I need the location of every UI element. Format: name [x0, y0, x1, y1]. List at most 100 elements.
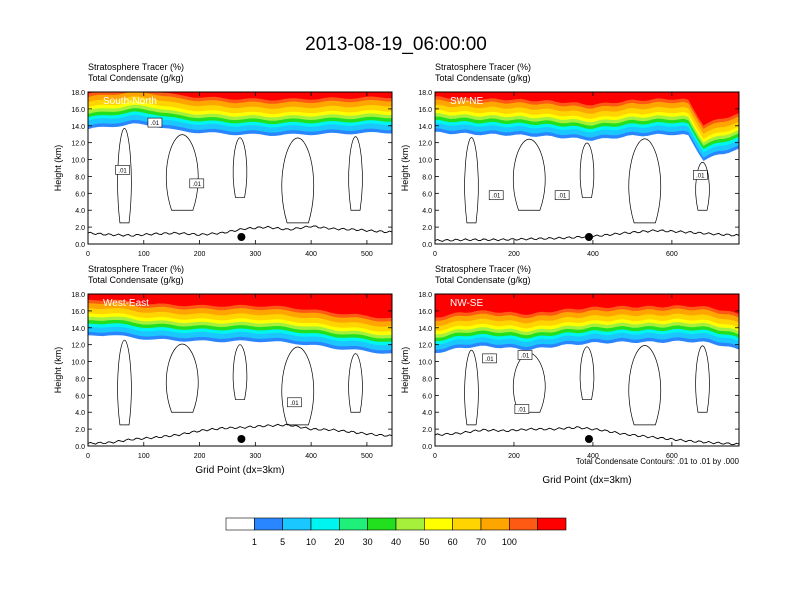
condensate-contour — [464, 137, 479, 224]
x-tick-label: 500 — [361, 453, 373, 460]
contour-label-box — [115, 165, 130, 175]
y-tick-label: 6.0 — [75, 393, 85, 400]
y-tick-label: 2.0 — [422, 225, 432, 232]
y-tick-label: 14.0 — [71, 326, 85, 333]
y-tick-label: 0.0 — [422, 242, 432, 249]
contour-label-box — [693, 170, 708, 180]
y-tick-label: 4.0 — [422, 410, 432, 417]
y-tick-label: 14.0 — [71, 124, 85, 131]
y-tick-label: 16.0 — [71, 107, 85, 114]
colorbar-label: 1 — [252, 537, 257, 547]
colorbar-swatch — [537, 517, 567, 531]
contour-label-box — [488, 190, 504, 201]
y-tick-label: 0.0 — [422, 444, 432, 451]
y-tick-label: 12.0 — [418, 343, 432, 350]
contour-label-box — [147, 117, 163, 128]
tracer-field: .01 — [88, 294, 392, 446]
x-tick-label: 100 — [138, 453, 150, 460]
y-tick-label: 2.0 — [422, 427, 432, 434]
condensate-contour — [579, 346, 595, 400]
y-tick-label: 4.0 — [75, 208, 85, 215]
condensate-contour — [117, 339, 132, 426]
condensate-contour — [232, 344, 248, 400]
contour-footnote: Total Condensate Contours: .01 to .01 by… — [576, 457, 740, 466]
x-tick-label: 300 — [249, 453, 261, 460]
location-marker — [237, 233, 246, 241]
condensate-contour — [281, 137, 315, 224]
panel-2: .01 West-East Stratosphere Tracer (%)Total… — [53, 264, 393, 476]
x-tick-label: 400 — [305, 251, 317, 258]
panel-title-line: Total Condensate (g/kg) — [88, 73, 184, 83]
x-tick-label: 300 — [249, 251, 261, 258]
x-tick-label: 600 — [666, 453, 678, 460]
y-tick-label: 6.0 — [75, 191, 85, 198]
terrain-line — [88, 423, 392, 445]
colorbar-swatch — [254, 517, 283, 531]
y-tick-label: 18.0 — [71, 90, 85, 97]
y-tick-label: 18.0 — [418, 90, 432, 97]
y-tick-label: 12.0 — [71, 141, 85, 148]
tracer-band-100 — [435, 294, 739, 318]
plot-frame — [434, 91, 740, 245]
y-tick-label: 18.0 — [71, 292, 85, 299]
x-axis-label: Grid Point (dx=3km) — [195, 465, 284, 476]
condensate-contour — [628, 138, 662, 224]
panel-label: South-North — [103, 96, 157, 107]
panel-1: .01 .01 .01 SW-NE Stratosphere Tracer (%)Tot… — [400, 62, 740, 258]
contour-label: .01 — [558, 194, 567, 200]
condensate-contour — [348, 136, 363, 211]
y-tick-label: 8.0 — [422, 174, 432, 181]
y-tick-label: 4.0 — [422, 208, 432, 215]
colorbar-swatch — [282, 517, 312, 531]
panel-title-line: Stratosphere Tracer (%) — [435, 264, 531, 274]
panel-0: .01 .01 .01 South-North Stratosphere Tracer … — [53, 62, 393, 258]
terrain-line — [435, 426, 739, 446]
plot-frame — [87, 293, 393, 447]
y-tick-label: 16.0 — [71, 309, 85, 316]
colorbar-swatch — [424, 517, 453, 531]
panel-title-line: Total Condensate (g/kg) — [88, 275, 184, 285]
x-tick-label: 200 — [194, 453, 206, 460]
x-axis-label: Grid Point (dx=3km) — [542, 475, 631, 486]
condensate-contour — [695, 161, 710, 211]
y-axis-label: Height (km) — [400, 347, 410, 394]
y-tick-label: 4.0 — [75, 410, 85, 417]
colorbar-swatch — [452, 517, 482, 531]
y-tick-label: 6.0 — [422, 191, 432, 198]
y-tick-label: 10.0 — [418, 360, 432, 367]
plot-frame — [434, 293, 740, 447]
y-tick-label: 2.0 — [75, 427, 85, 434]
colorbar-label: 5 — [280, 537, 285, 547]
contour-label-box — [517, 350, 533, 360]
contour-label: .01 — [518, 408, 527, 414]
contour-label: .01 — [118, 168, 127, 174]
condensate-contour — [512, 138, 546, 211]
panel-label: NW-SE — [450, 298, 483, 309]
x-tick-label: 0 — [86, 453, 90, 460]
y-axis-label: Height (km) — [400, 145, 410, 192]
colorbar-swatch — [225, 517, 255, 531]
y-tick-label: 10.0 — [71, 360, 85, 367]
figure-title: 2013-08-19_06:00:00 — [305, 34, 487, 55]
y-tick-label: 8.0 — [75, 174, 85, 181]
tracer-band-0 — [435, 92, 739, 129]
y-tick-label: 12.0 — [418, 141, 432, 148]
location-marker — [584, 435, 593, 443]
x-tick-label: 0 — [86, 251, 90, 258]
tracer-band-100 — [88, 92, 392, 101]
location-marker — [237, 435, 246, 443]
y-tick-label: 16.0 — [418, 107, 432, 114]
colorbar-swatch — [367, 517, 397, 531]
x-tick-label: 200 — [194, 251, 206, 258]
colorbar-swatch — [395, 517, 425, 531]
panel-title-line: Stratosphere Tracer (%) — [435, 62, 531, 72]
colorbar-label: 50 — [419, 537, 429, 547]
plot-frame — [87, 91, 393, 245]
contour-label: .01 — [485, 357, 494, 363]
panels: .01 .01 .01 South-North Stratosphere Tracer … — [53, 62, 740, 486]
y-tick-label: 10.0 — [71, 158, 85, 165]
y-tick-label: 10.0 — [418, 158, 432, 165]
x-tick-label: 400 — [587, 251, 599, 258]
